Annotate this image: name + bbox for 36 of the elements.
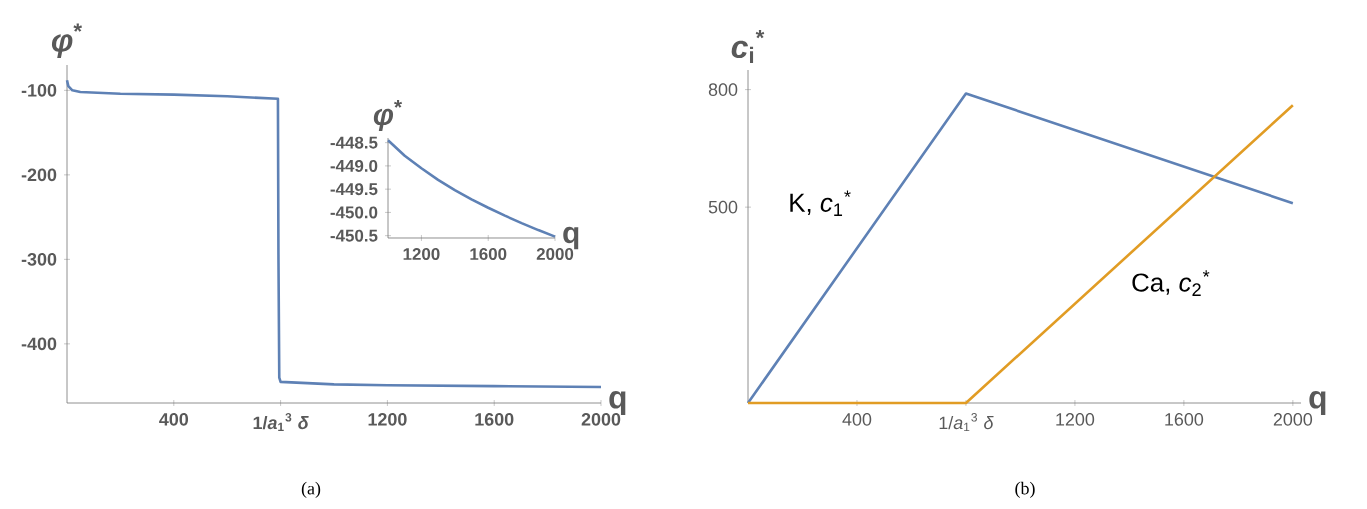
y-tick-label: 500 bbox=[708, 200, 738, 214]
x-tick-label: 1/a$_{1}$$^{3}$ δ bbox=[939, 413, 994, 432]
x-tick-label: 1600 bbox=[1165, 413, 1204, 426]
x-axis-title: q bbox=[609, 391, 626, 415]
y-tick-label: -449.5 bbox=[330, 183, 378, 196]
y-tick-label: -450.5 bbox=[330, 229, 378, 242]
x-tick-label: 1600 bbox=[470, 248, 507, 261]
y-axis-title: φ$^{*}$ bbox=[373, 99, 403, 131]
x-tick-label: 1200 bbox=[403, 248, 440, 261]
x-tick-label: 1200 bbox=[1056, 413, 1095, 426]
x-tick-label: 2000 bbox=[581, 413, 621, 426]
y-tick-label: -400 bbox=[21, 337, 57, 351]
y-axis-title: φ$^{*}$ bbox=[51, 23, 83, 58]
y-tick-label: -448.5 bbox=[330, 136, 378, 149]
y-tick-label: 800 bbox=[708, 83, 738, 96]
y-tick-label: -100 bbox=[21, 84, 57, 97]
x-tick-label: 1600 bbox=[475, 413, 514, 426]
x-tick-label: 400 bbox=[159, 413, 189, 426]
y-tick-label: -450.0 bbox=[330, 206, 378, 219]
y-axis-title: c$_{i}$* bbox=[731, 29, 765, 63]
x-tick-label: 1200 bbox=[368, 413, 407, 426]
y-tick-label: -449.0 bbox=[330, 159, 378, 172]
series-label: Ca, c$_{2}$* bbox=[1132, 270, 1210, 296]
line-series bbox=[65, 78, 603, 389]
x-axis-title: q bbox=[1309, 391, 1326, 415]
text: (b) bbox=[1015, 481, 1035, 499]
line-series bbox=[386, 139, 557, 238]
x-tick-label: 400 bbox=[842, 413, 872, 426]
x-axis-title: q bbox=[563, 226, 579, 250]
text: (a) bbox=[301, 481, 321, 499]
x-tick-label: 2000 bbox=[536, 248, 574, 261]
series-label: K, c$_{1}$* bbox=[790, 190, 851, 216]
y-tick-label: -300 bbox=[21, 252, 57, 266]
y-tick-label: -200 bbox=[21, 168, 57, 182]
x-tick-label: 1/a$_{1}$$^{3}$ δ bbox=[253, 413, 309, 432]
x-tick-label: 2000 bbox=[1273, 413, 1313, 426]
